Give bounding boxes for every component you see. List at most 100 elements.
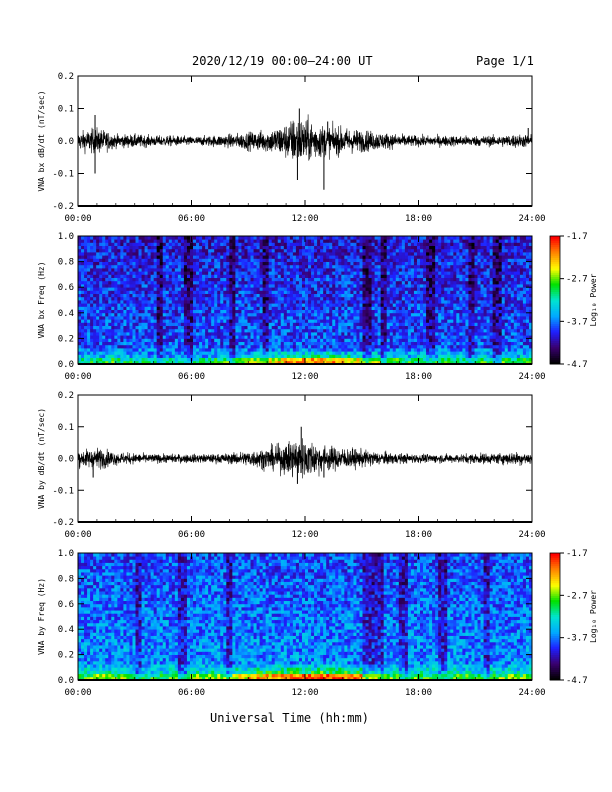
spectrogram-cell [335,296,339,301]
spectrogram-cell [271,354,276,358]
spectrogram-cell [295,261,300,266]
spectrogram-cell [323,252,327,256]
spectrogram-cell [238,351,242,355]
spectrogram-cell [286,274,291,278]
spectrogram-cell [347,236,351,240]
spectrogram-cell [244,264,248,269]
spectrogram-cell [359,322,363,326]
spectrogram-cell [292,351,297,355]
spectrogram-cell [156,280,161,285]
spectrogram-cell [368,322,372,326]
spectrogram-cell [229,284,233,288]
spectrogram-cell [226,348,230,352]
spectrogram-cell [223,248,227,253]
spectrogram-cell [186,335,191,339]
spectrogram-cell [211,316,215,320]
spectrogram-cell [253,312,257,317]
spectrogram-cell [217,303,221,307]
spectrogram-cell [247,296,251,301]
spectrogram-cell [283,322,288,326]
spectrogram-cell [199,293,203,298]
spectrogram-cell [165,300,170,304]
spectrogram-cell [217,348,221,352]
spectrogram-cell [189,274,194,278]
spectrogram-cell [280,264,285,269]
spectrogram-cell [441,242,445,246]
spectrogram-cell [450,348,454,352]
spectrogram-cell [359,274,363,278]
spectrogram-cell [250,274,254,278]
spectrogram-cell [277,280,282,285]
spectrogram-cell [211,303,215,307]
spectrogram-cell [235,312,239,317]
spectrogram-cell [165,242,170,246]
spectrogram-cell [244,236,248,240]
spectrogram-cell [153,245,158,250]
spectrogram-cell [326,245,330,250]
spectrogram-cell [404,322,409,326]
spectrogram-cell [353,341,357,346]
spectrogram-cell [174,348,179,352]
spectrogram-cell [401,354,406,358]
spectrogram-cell [338,268,342,272]
spectrogram-cell [426,341,430,346]
spectrogram-cell [102,258,106,262]
spectrogram-cell [126,344,130,349]
spectrogram-cell [423,319,427,323]
spectrogram-cell [117,322,121,326]
spectrogram-cell [380,264,385,269]
spectrogram-cell [383,309,388,314]
spectrogram-cell [256,351,260,355]
spectrogram-cell [220,316,224,320]
spectrogram-cell [350,300,354,304]
spectrogram-cell [147,303,152,307]
spectrogram-cell [135,271,139,275]
spectrogram-cell [438,332,442,336]
spectrogram-cell [398,274,403,278]
spectrogram-cell [196,255,200,259]
spectrogram-cell [432,287,436,291]
spectrogram-cell [205,325,209,330]
spectrogram-cell [162,258,167,262]
spectrogram-cell [226,284,230,288]
spectrogram-cell [138,255,142,259]
spectrogram-cell [93,245,97,250]
spectrogram-cell [395,306,400,310]
spectrogram-cell [326,300,330,304]
spectrogram-cell [220,319,224,323]
spectrogram-cell [407,300,412,304]
spectrogram-cell [407,242,412,246]
spectrogram-cell [295,328,300,333]
spectrogram-cell [311,322,315,326]
spectrogram-cell [129,351,133,355]
spectrogram-cell [147,248,152,253]
spectrogram-cell [183,261,188,266]
spectrogram-cell [241,348,245,352]
spectrogram-cell [262,242,267,246]
spectrogram-cell [244,255,248,259]
spectrogram-cell [292,268,297,272]
spectrogram-cell [389,351,394,355]
x-tick-label-0-2: 12:00 [291,214,318,224]
spectrogram-cell [165,348,170,352]
spectrogram-cell [365,351,369,355]
spectrogram-cell [359,328,363,333]
spectrogram-cell [398,354,403,358]
spectrogram-cell [332,309,336,314]
spectrogram-cell [135,284,139,288]
spectrogram-cell [398,316,403,320]
spectrogram-cell [401,261,406,266]
spectrogram-cell [253,280,257,285]
spectrogram-cell [426,261,430,266]
spectrogram-cell [211,242,215,246]
spectrogram-cell [123,338,127,342]
spectrogram-cell [220,322,224,326]
spectrogram-cell [223,284,227,288]
spectrogram-cell [317,274,321,278]
spectrogram-cell [114,255,118,259]
spectrogram-cell [120,312,124,317]
spectrogram-cell [156,242,161,246]
spectrogram-cell [253,335,257,339]
spectrogram-cell [429,306,433,310]
spectrogram-cell [171,357,176,362]
